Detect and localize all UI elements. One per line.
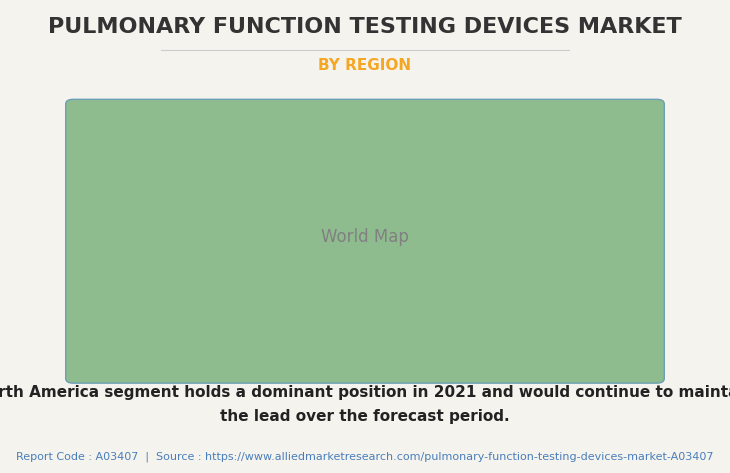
Text: BY REGION: BY REGION (318, 58, 412, 73)
Text: the lead over the forecast period.: the lead over the forecast period. (220, 409, 510, 424)
Text: Report Code : A03407  |  Source : https://www.alliedmarketresearch.com/pulmonary: Report Code : A03407 | Source : https://… (16, 452, 714, 462)
Text: World Map: World Map (321, 228, 409, 245)
Text: PULMONARY FUNCTION TESTING DEVICES MARKET: PULMONARY FUNCTION TESTING DEVICES MARKE… (48, 17, 682, 36)
Text: North America segment holds a dominant position in 2021 and would continue to ma: North America segment holds a dominant p… (0, 385, 730, 401)
FancyBboxPatch shape (66, 99, 664, 383)
